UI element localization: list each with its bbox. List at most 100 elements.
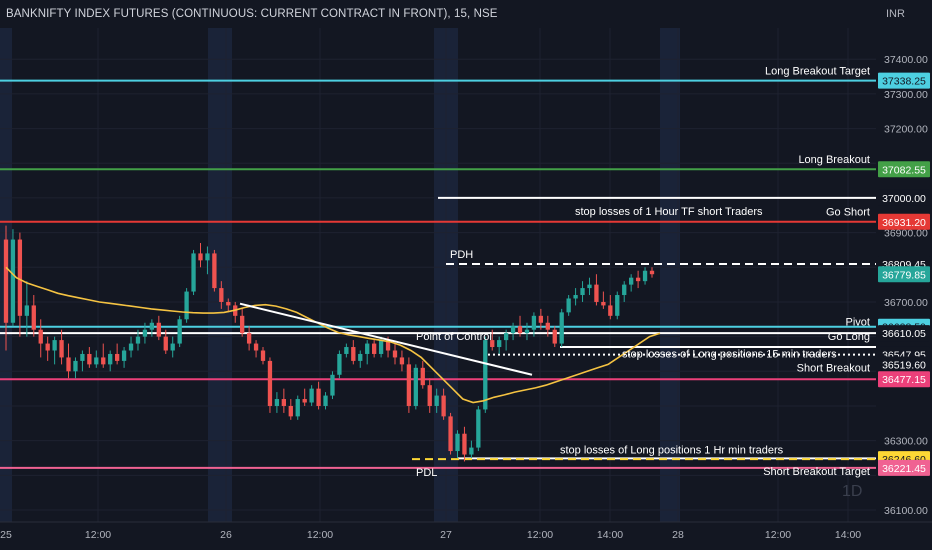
candle-body xyxy=(608,305,613,316)
candle-body xyxy=(184,291,189,320)
candle-body xyxy=(191,253,196,292)
candle-body xyxy=(455,433,460,452)
candle-body xyxy=(629,277,634,285)
candle-body xyxy=(524,329,530,334)
level-label: Go Short xyxy=(826,207,870,219)
candle-body xyxy=(427,385,432,406)
candle-body xyxy=(587,284,592,289)
candle-body xyxy=(302,399,307,403)
overlays: Point of Control xyxy=(5,266,661,404)
level-label: stop losses of 1 Hour TF short Traders xyxy=(575,206,763,218)
candle-body xyxy=(94,357,99,365)
candle-body xyxy=(434,395,439,406)
price-level-value: 36779.85 xyxy=(882,269,926,281)
candle-body xyxy=(3,239,9,323)
price-level-badge xyxy=(878,459,930,476)
candle-body xyxy=(267,360,273,406)
price-tick-label: 36900.00 xyxy=(884,228,928,240)
time-tick-label: 12:00 xyxy=(85,529,111,541)
candle-body xyxy=(288,405,293,417)
candle-body xyxy=(114,353,120,361)
candle-body xyxy=(503,333,509,341)
candle-body xyxy=(128,343,134,351)
candle-body xyxy=(462,433,467,455)
time-tick-label: 28 xyxy=(672,529,684,541)
candle-body xyxy=(642,270,648,282)
candle-body xyxy=(545,322,550,330)
candle-body xyxy=(121,350,127,361)
candle-body xyxy=(385,340,391,351)
candle-body xyxy=(156,322,161,337)
candle-body xyxy=(17,239,23,316)
candle-body xyxy=(205,253,210,261)
annotation-point-of-control: Point of Control xyxy=(416,331,492,343)
level-label: Long Breakout xyxy=(798,154,870,166)
price-levels xyxy=(0,79,876,469)
candle-body xyxy=(80,353,85,361)
price-level-badge xyxy=(878,356,930,373)
candle-body xyxy=(135,336,141,344)
candle-body xyxy=(246,333,252,344)
candle-body xyxy=(420,367,425,386)
candle-body xyxy=(510,326,516,334)
time-tick-label: 12:00 xyxy=(765,529,791,541)
candle-body xyxy=(566,298,571,313)
candle-body xyxy=(594,284,599,302)
candle-body xyxy=(219,288,224,302)
candle-body xyxy=(601,301,606,306)
candle-body xyxy=(337,353,342,375)
candles xyxy=(3,225,655,462)
candle-body xyxy=(483,340,488,410)
currency-label: INR xyxy=(886,8,905,20)
price-tick-label: 36100.00 xyxy=(884,505,928,517)
candle-body xyxy=(87,353,92,365)
candle-body xyxy=(66,357,71,372)
price-tick-label: 36300.00 xyxy=(884,436,928,448)
level-labels: Long Breakout Target Long Breakout stop lo… xyxy=(416,66,870,480)
candle-body xyxy=(538,315,544,323)
candle-body xyxy=(365,343,370,354)
time-axis[interactable]: 25 12:00 26 12:00 27 12:00 14:00 28 12:00 14:00 xyxy=(0,521,932,541)
candle-body xyxy=(323,395,328,406)
candle-body xyxy=(635,277,641,282)
candle-body xyxy=(274,399,280,406)
candle-body xyxy=(615,295,620,316)
candle-body xyxy=(517,326,523,334)
candle-body xyxy=(108,353,113,365)
price-level-badge xyxy=(878,189,930,206)
price-axis[interactable]: 37400.00 37300.00 37200.00 36900.00 36700.00… xyxy=(842,0,932,550)
candle-body xyxy=(622,284,627,296)
candle-body xyxy=(580,288,585,296)
candle-body xyxy=(10,239,16,323)
time-tick-label: 12:00 xyxy=(307,529,333,541)
candle-body xyxy=(253,343,259,351)
candle-body xyxy=(552,329,557,344)
level-label: Short Breakout Target xyxy=(763,466,870,478)
level-label: PDL xyxy=(416,467,437,479)
candle-body xyxy=(490,340,495,348)
price-level-value: 37000.00 xyxy=(882,193,926,205)
price-level-value: 36519.60 xyxy=(882,360,926,372)
level-label: stop losses of Long positions 1 Hr min t… xyxy=(560,444,784,456)
candle-body xyxy=(101,357,106,365)
price-level-badge xyxy=(878,371,930,388)
candle-body xyxy=(448,416,453,452)
trendline xyxy=(239,302,533,376)
candle-body xyxy=(358,353,363,361)
candle-body xyxy=(295,399,300,417)
candle-body xyxy=(392,350,398,358)
session-band xyxy=(660,28,680,522)
candle-body xyxy=(531,315,537,330)
price-level-value: 36610.05 xyxy=(882,328,926,340)
candle-body xyxy=(212,253,217,289)
candle-body xyxy=(351,347,356,361)
candle-body xyxy=(142,329,148,337)
level-label: Long Breakout Target xyxy=(765,66,870,78)
time-tick-label: 26 xyxy=(220,529,232,541)
candle-body xyxy=(649,270,655,275)
candle-body xyxy=(226,301,231,306)
vwap-line xyxy=(5,266,661,404)
candle-body xyxy=(497,340,502,348)
price-level-badge xyxy=(878,72,930,89)
